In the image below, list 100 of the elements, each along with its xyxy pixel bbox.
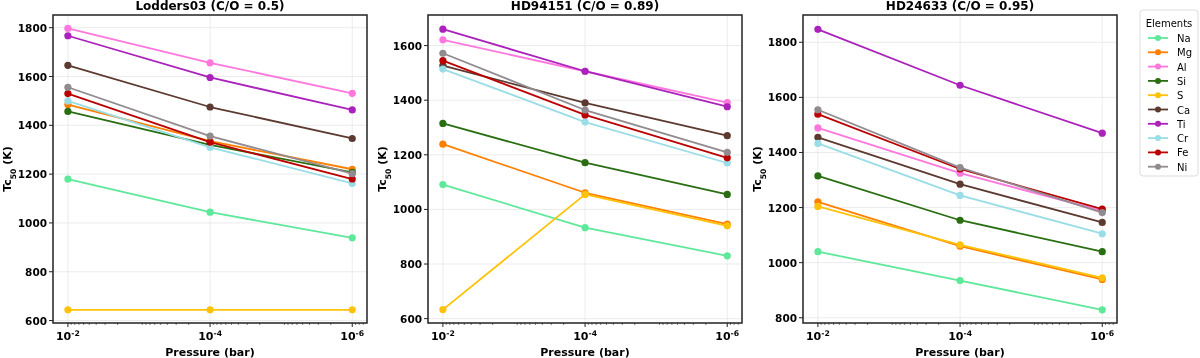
- y-tick-label: 1800: [17, 21, 47, 34]
- point: [1098, 230, 1106, 238]
- point: [64, 83, 72, 91]
- point: [956, 276, 964, 285]
- y-tick-label: 1000: [17, 216, 47, 229]
- chart-title: Lodders03 (C/O = 0.5): [135, 0, 285, 13]
- point: [814, 139, 822, 147]
- point: [956, 191, 964, 200]
- point: [439, 140, 447, 148]
- point: [581, 159, 589, 167]
- legend-label: Si: [1177, 75, 1187, 87]
- point: [206, 59, 214, 67]
- x-axis-title: Pressure (bar): [915, 346, 1005, 358]
- y-tick-label: 800: [400, 258, 422, 271]
- point: [1098, 248, 1106, 256]
- y-tick-label: 1600: [17, 70, 47, 83]
- point: [64, 107, 72, 115]
- legend-label: Al: [1177, 61, 1187, 73]
- point: [439, 49, 447, 57]
- point: [581, 106, 589, 114]
- point: [723, 103, 731, 111]
- point: [206, 73, 214, 82]
- point: [64, 89, 72, 98]
- point: [64, 97, 72, 105]
- point: [1098, 129, 1106, 137]
- y-tick-label: 600: [25, 314, 47, 327]
- x-tick-label: 10$^{-6}$: [1090, 328, 1115, 343]
- chart-title: HD94151 (C/O = 0.89): [510, 0, 660, 13]
- y-tick-label: 1000: [767, 256, 797, 269]
- point: [956, 81, 964, 89]
- legend-label: Ca: [1177, 104, 1191, 116]
- x-tick-label: 10$^{-4}$: [948, 328, 972, 343]
- point: [723, 190, 731, 198]
- point: [581, 99, 589, 107]
- legend-label: Mg: [1177, 47, 1192, 59]
- point: [814, 248, 822, 256]
- legend-label: Cr: [1177, 133, 1189, 145]
- legend-label: S: [1177, 90, 1184, 102]
- point: [64, 306, 72, 314]
- y-tick-label: 600: [400, 312, 422, 325]
- point: [723, 132, 731, 140]
- point: [206, 208, 214, 216]
- point: [723, 148, 731, 156]
- point: [206, 132, 214, 140]
- point: [206, 306, 214, 314]
- point: [814, 106, 822, 114]
- point: [64, 32, 72, 40]
- point: [206, 103, 214, 111]
- point: [348, 306, 356, 314]
- legend-label: Fe: [1177, 147, 1189, 159]
- y-tick-label: 1400: [17, 119, 47, 132]
- y-tick-label: 1600: [767, 91, 797, 104]
- point: [64, 61, 72, 69]
- point: [439, 119, 447, 127]
- y-tick-label: 800: [775, 311, 797, 324]
- point: [64, 24, 72, 33]
- x-tick-label: 10$^{-6}$: [340, 328, 365, 343]
- chart-title: HD24633 (C/O = 0.95): [885, 0, 1035, 13]
- y-tick-label: 1400: [767, 146, 797, 159]
- point: [814, 202, 822, 211]
- point: [439, 306, 447, 314]
- x-axis-title: Pressure (bar): [540, 346, 630, 358]
- point: [814, 133, 822, 141]
- point: [439, 180, 447, 189]
- x-tick-label: 10$^{-2}$: [55, 328, 80, 343]
- y-tick-label: 1800: [767, 36, 797, 49]
- y-tick-label: 1000: [392, 203, 422, 216]
- point: [439, 36, 447, 44]
- x-tick-label: 10$^{-4}$: [573, 328, 597, 343]
- x-tick-label: 10$^{-4}$: [198, 328, 222, 343]
- point: [64, 175, 72, 183]
- x-axis-title: Pressure (bar): [165, 346, 255, 358]
- point: [348, 106, 356, 114]
- point: [956, 180, 964, 188]
- y-tick-label: 1200: [392, 148, 422, 161]
- point: [723, 252, 731, 260]
- x-tick-label: 10$^{-6}$: [715, 328, 740, 343]
- y-tick-label: 1400: [392, 94, 422, 107]
- y-tick-label: 800: [25, 265, 47, 278]
- y-tick-label: 1600: [392, 39, 422, 52]
- point: [439, 65, 447, 73]
- legend-label: Ni: [1177, 161, 1188, 173]
- legend-label: Na: [1177, 33, 1191, 44]
- point: [814, 25, 822, 33]
- point: [1098, 218, 1106, 227]
- point: [814, 172, 822, 180]
- point: [581, 118, 589, 126]
- x-tick-label: 10$^{-2}$: [805, 328, 830, 343]
- point: [348, 234, 356, 242]
- y-tick-label: 1200: [17, 168, 47, 181]
- point: [1098, 306, 1106, 314]
- legend-title: Elements: [1145, 18, 1193, 29]
- x-tick-label: 10$^{-2}$: [430, 328, 455, 343]
- point: [348, 89, 356, 97]
- point: [439, 25, 447, 33]
- point: [814, 124, 822, 132]
- point: [956, 216, 964, 224]
- point: [439, 57, 447, 65]
- point: [348, 134, 356, 143]
- legend-label: Ti: [1176, 118, 1186, 130]
